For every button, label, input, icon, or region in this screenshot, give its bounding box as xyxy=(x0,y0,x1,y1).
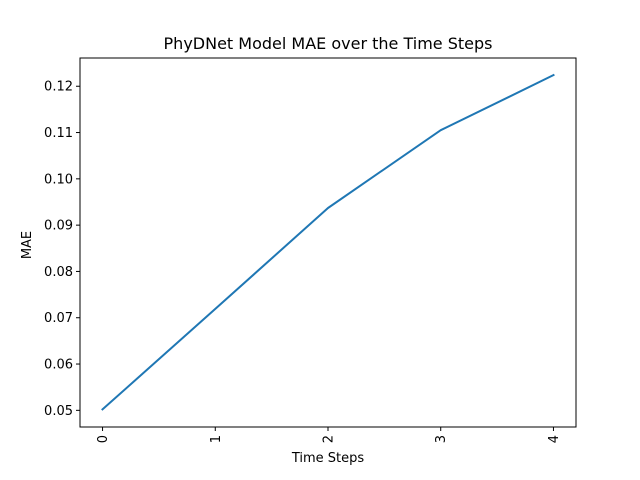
x-axis-label: Time Steps xyxy=(291,451,365,466)
plot-area: 0.05 0.06 0.07 0.08 0.09 0.10 0.11 0.12 0 1 2 3 4 xyxy=(44,57,577,443)
chart-title: PhyDNet Model MAE over the Time Steps xyxy=(164,34,493,53)
x-tick-label-1: 1 xyxy=(209,435,224,443)
x-tick-label-3: 3 xyxy=(434,435,449,443)
y-tick-label-3: 0.08 xyxy=(44,265,73,280)
y-tick-label-1: 0.06 xyxy=(44,358,73,373)
y-tick-label-4: 0.09 xyxy=(44,219,73,234)
y-tick-label-5: 0.10 xyxy=(44,172,73,187)
x-tick-label-0: 0 xyxy=(96,435,111,443)
x-tick-label-2: 2 xyxy=(322,435,337,443)
y-tick-label-2: 0.07 xyxy=(44,311,73,326)
plot-frame xyxy=(79,57,577,428)
y-tick-label-7: 0.12 xyxy=(44,80,73,95)
y-tick-label-6: 0.11 xyxy=(44,126,73,141)
x-tick-label-4: 4 xyxy=(547,435,562,443)
y-axis-label: MAE xyxy=(20,231,35,259)
series-line-0 xyxy=(101,73,555,411)
y-tick-label-0: 0.05 xyxy=(44,404,73,419)
